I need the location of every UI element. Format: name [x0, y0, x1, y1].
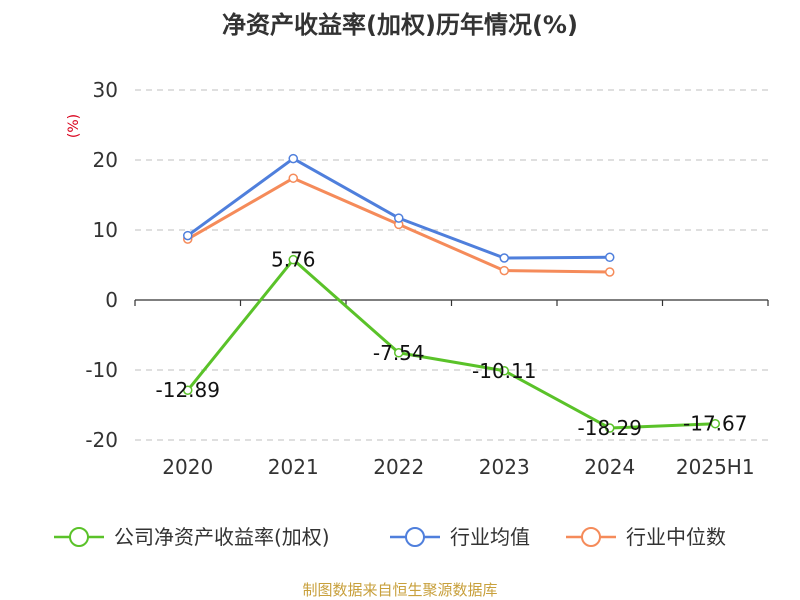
x-axis: 2020 2021 2022 2023 2024 2025H1 — [134, 299, 769, 479]
data-labels: -12.89 5.76 -7.54 -10.11 -18.29 -17.67 — [156, 248, 748, 440]
data-point — [605, 423, 615, 433]
legend-marker — [69, 527, 89, 547]
x-tick-label: 2023 — [479, 455, 530, 479]
series-line-1 — [186, 157, 610, 260]
data-point — [288, 153, 298, 164]
data-point — [499, 253, 509, 263]
data-point — [499, 366, 509, 376]
data-label: -17.67 — [683, 412, 747, 436]
data-label: 5.76 — [271, 248, 316, 272]
data-point — [499, 265, 509, 276]
data-point — [394, 348, 404, 358]
data-point — [605, 252, 615, 263]
y-axis-unit: (%) — [66, 114, 82, 138]
y-tick-label: 30 — [93, 78, 118, 102]
legend-label: 行业均值 — [450, 525, 530, 549]
source-note: 制图数据来自恒生聚源数据库 — [302, 581, 497, 599]
y-tick-label: -10 — [85, 358, 118, 382]
data-label: -12.89 — [156, 378, 220, 402]
x-tick-label: 2021 — [268, 455, 319, 479]
x-tick-label: 2024 — [584, 455, 635, 479]
data-point — [394, 213, 404, 223]
chart-title: 净资产收益率(加权)历年情况(%) — [222, 11, 578, 39]
gridlines — [135, 89, 768, 441]
x-tick-label: 2025H1 — [676, 455, 755, 479]
data-label: -7.54 — [373, 341, 425, 365]
data-point — [183, 230, 193, 241]
data-label: -18.29 — [578, 416, 642, 440]
y-tick-label: -20 — [85, 428, 118, 452]
legend: 公司净资产收益率(加权) 行业均值 行业中位数 — [54, 525, 726, 549]
x-tick-label: 2022 — [373, 455, 424, 479]
y-tick-label: 10 — [93, 218, 118, 242]
data-label: -10.11 — [472, 359, 536, 383]
data-point — [183, 385, 193, 395]
legend-marker — [581, 527, 601, 547]
y-tick-label: 20 — [93, 148, 118, 172]
legend-marker — [405, 527, 425, 547]
legend-label: 行业中位数 — [626, 525, 726, 549]
data-point — [288, 254, 298, 265]
data-point — [605, 267, 615, 277]
y-tick-label: 0 — [105, 288, 118, 312]
data-point — [288, 173, 298, 183]
y-axis-ticks: 30 20 10 0 -10 -20 — [85, 78, 118, 452]
series-lines — [183, 153, 720, 433]
series-line-0 — [186, 258, 716, 430]
data-point — [710, 418, 720, 429]
x-tick-label: 2020 — [162, 455, 213, 479]
legend-label: 公司净资产收益率(加权) — [114, 525, 330, 549]
